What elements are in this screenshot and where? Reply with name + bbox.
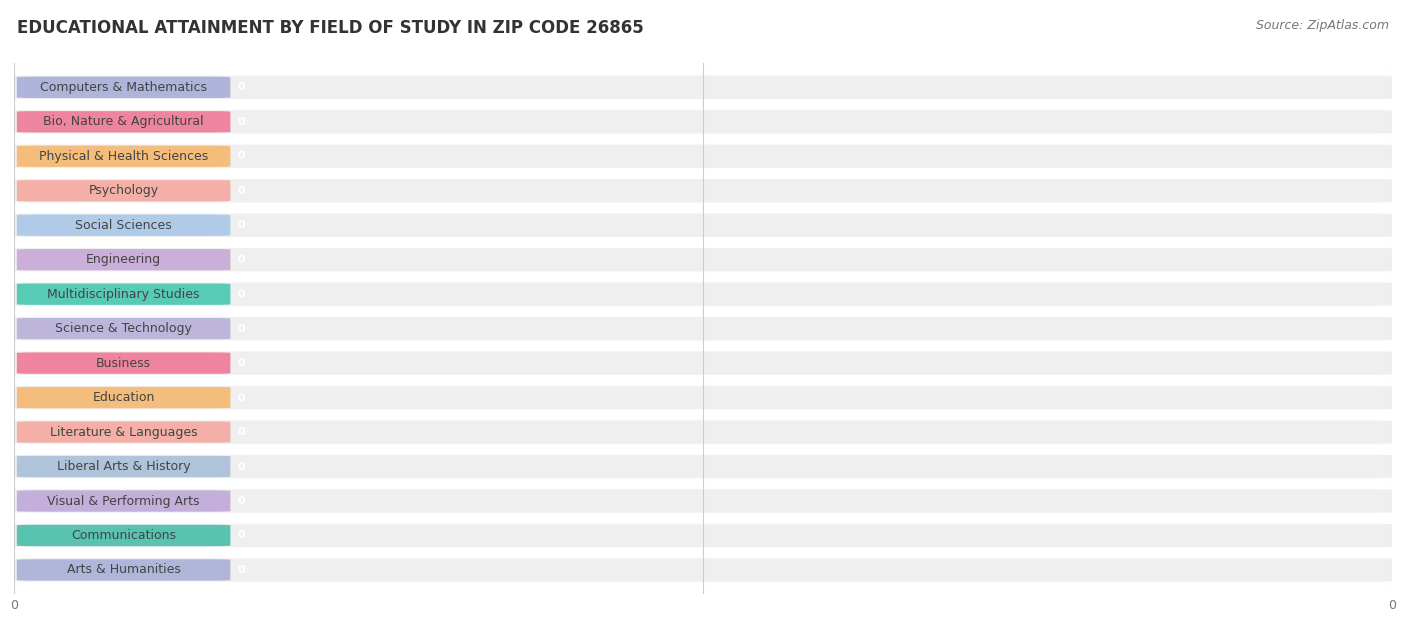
FancyBboxPatch shape <box>14 351 1392 375</box>
Text: 0: 0 <box>238 186 245 196</box>
Text: Arts & Humanities: Arts & Humanities <box>66 564 180 576</box>
Text: Business: Business <box>96 356 152 370</box>
Text: Multidisciplinary Studies: Multidisciplinary Studies <box>48 288 200 301</box>
FancyBboxPatch shape <box>14 386 1392 410</box>
Text: 0: 0 <box>238 82 245 92</box>
Text: Education: Education <box>93 391 155 404</box>
FancyBboxPatch shape <box>17 353 231 374</box>
Text: 0: 0 <box>238 117 245 127</box>
FancyBboxPatch shape <box>17 249 231 270</box>
FancyBboxPatch shape <box>17 422 231 443</box>
FancyBboxPatch shape <box>17 284 231 305</box>
Text: Social Sciences: Social Sciences <box>76 219 172 232</box>
FancyBboxPatch shape <box>14 179 1392 202</box>
Text: 0: 0 <box>238 530 245 540</box>
FancyBboxPatch shape <box>17 214 231 236</box>
Text: 0: 0 <box>238 220 245 230</box>
Text: 0: 0 <box>238 324 245 334</box>
FancyBboxPatch shape <box>17 456 231 477</box>
Text: Communications: Communications <box>72 529 176 542</box>
FancyBboxPatch shape <box>17 559 231 581</box>
FancyBboxPatch shape <box>14 214 1392 237</box>
Text: Liberal Arts & History: Liberal Arts & History <box>56 460 190 473</box>
Text: Visual & Performing Arts: Visual & Performing Arts <box>48 494 200 507</box>
FancyBboxPatch shape <box>14 524 1392 547</box>
Text: Physical & Health Sciences: Physical & Health Sciences <box>39 150 208 163</box>
Text: Engineering: Engineering <box>86 253 162 266</box>
FancyBboxPatch shape <box>14 145 1392 168</box>
Text: 0: 0 <box>238 565 245 575</box>
FancyBboxPatch shape <box>14 317 1392 341</box>
Text: 0: 0 <box>238 289 245 299</box>
FancyBboxPatch shape <box>14 248 1392 271</box>
FancyBboxPatch shape <box>17 111 231 133</box>
FancyBboxPatch shape <box>17 318 231 339</box>
FancyBboxPatch shape <box>17 525 231 546</box>
Text: 0: 0 <box>238 255 245 265</box>
FancyBboxPatch shape <box>17 387 231 408</box>
Text: 0: 0 <box>238 496 245 506</box>
Text: Science & Technology: Science & Technology <box>55 322 193 335</box>
Text: Literature & Languages: Literature & Languages <box>49 425 197 439</box>
FancyBboxPatch shape <box>17 180 231 202</box>
Text: 0: 0 <box>238 392 245 403</box>
Text: 0: 0 <box>238 461 245 471</box>
FancyBboxPatch shape <box>17 145 231 167</box>
Text: 0: 0 <box>238 427 245 437</box>
FancyBboxPatch shape <box>14 283 1392 306</box>
FancyBboxPatch shape <box>17 490 231 512</box>
Text: Bio, Nature & Agricultural: Bio, Nature & Agricultural <box>44 115 204 128</box>
FancyBboxPatch shape <box>14 455 1392 478</box>
Text: Psychology: Psychology <box>89 185 159 197</box>
FancyBboxPatch shape <box>14 558 1392 581</box>
FancyBboxPatch shape <box>14 489 1392 513</box>
FancyBboxPatch shape <box>14 76 1392 99</box>
Text: Computers & Mathematics: Computers & Mathematics <box>41 81 207 94</box>
Text: EDUCATIONAL ATTAINMENT BY FIELD OF STUDY IN ZIP CODE 26865: EDUCATIONAL ATTAINMENT BY FIELD OF STUDY… <box>17 19 644 37</box>
FancyBboxPatch shape <box>14 110 1392 133</box>
Text: 0: 0 <box>238 151 245 161</box>
FancyBboxPatch shape <box>14 420 1392 444</box>
Text: Source: ZipAtlas.com: Source: ZipAtlas.com <box>1256 19 1389 32</box>
FancyBboxPatch shape <box>17 76 231 98</box>
Text: 0: 0 <box>238 358 245 368</box>
